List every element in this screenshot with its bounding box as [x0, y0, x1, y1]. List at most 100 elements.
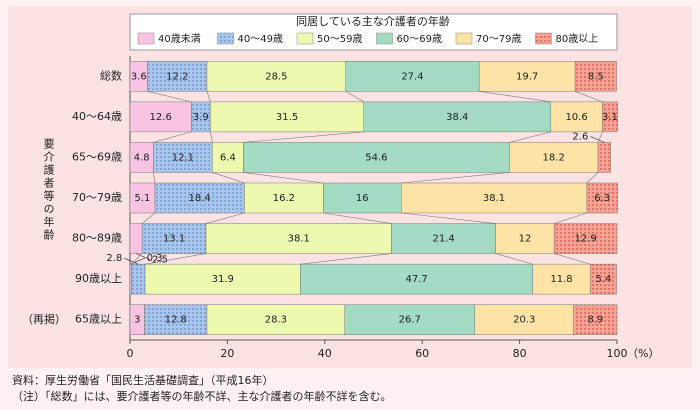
bar-segment [212, 142, 244, 173]
connector [597, 131, 603, 143]
value-label: 18.2 [543, 152, 565, 163]
legend-title: 同居している主な介護者の年齢 [296, 14, 450, 28]
leader-line [124, 257, 139, 265]
legend-label: 60～69歳 [397, 33, 442, 45]
bar-segment [206, 304, 346, 335]
connector [554, 212, 587, 224]
bar-segment [474, 304, 574, 335]
value-label: 6.4 [220, 152, 236, 163]
bar-segment [129, 182, 156, 214]
y-tick-label: 65～69歳 [72, 150, 122, 163]
connector [479, 90, 551, 103]
connector [586, 172, 599, 184]
x-tick-label: 0 [127, 347, 134, 360]
connector [401, 172, 510, 184]
bar-segment [553, 223, 618, 254]
bar-segment [131, 263, 146, 295]
value-label: 6.3 [594, 193, 610, 204]
leader-line [590, 136, 605, 143]
y-tick-label: 90歳以上 [75, 272, 122, 285]
value-label: 31.9 [212, 274, 234, 285]
value-label: 2.8 [106, 253, 122, 264]
connector [243, 172, 324, 184]
bar-segment [205, 223, 392, 254]
connector [210, 131, 213, 143]
legend-swatch [535, 32, 552, 45]
value-label: 12 [519, 234, 532, 245]
value-label: 12.1 [172, 152, 194, 163]
value-label: 16.2 [273, 193, 295, 204]
connector [401, 212, 496, 224]
connector [345, 91, 364, 103]
bar-segment [153, 142, 213, 173]
legend-label: 50～59歳 [317, 33, 362, 45]
value-label: 38.1 [288, 234, 310, 245]
value-label: 3.1 [602, 112, 618, 123]
legend-swatch [376, 32, 393, 45]
category-prefix: （再掲） [22, 312, 66, 326]
bar-segment [243, 142, 510, 173]
value-label: 11.8 [550, 274, 572, 285]
value-label: 8.9 [587, 315, 603, 326]
connector [153, 172, 156, 184]
bar-segment [210, 101, 365, 133]
value-label: 0.3 [147, 253, 163, 264]
value-label: 16 [356, 193, 369, 204]
legend-swatch [455, 32, 473, 45]
bar-segment [478, 61, 576, 92]
legend-label: 40歳未満 [158, 33, 201, 45]
y-tick-label: 70～79歳 [72, 191, 122, 204]
value-label: 27.4 [401, 71, 423, 82]
bar-segment [344, 304, 476, 335]
value-label: 3 [134, 315, 140, 326]
bar-segment [300, 263, 533, 295]
connector [147, 90, 192, 103]
value-label: 28.3 [265, 315, 287, 326]
leader-line [130, 257, 145, 265]
bar-segment [586, 182, 618, 214]
value-label: 8.5 [588, 71, 604, 82]
legend-swatch [296, 32, 314, 45]
bar-segment [323, 182, 402, 214]
value-label: 10.6 [565, 112, 587, 123]
value-label: 12.9 [574, 234, 596, 245]
legend-label: 80歳以上 [556, 33, 599, 45]
bar-segment [154, 182, 245, 214]
connector [323, 212, 392, 224]
y-axis-label: 要介護者等の年齢 [42, 138, 55, 242]
connector [131, 253, 143, 265]
bar-segment [573, 304, 618, 335]
bar-segment [574, 61, 617, 92]
bar-segment [401, 182, 588, 214]
value-label: 38.1 [483, 193, 505, 204]
connector [206, 91, 211, 102]
legend-swatch [217, 32, 234, 45]
connector [575, 91, 603, 103]
bar-segment [550, 101, 603, 133]
connector [145, 253, 207, 265]
value-label: 18.4 [189, 193, 211, 204]
value-label: 4.8 [134, 152, 150, 163]
bar-segment [363, 101, 552, 133]
connector [205, 212, 245, 224]
connector [495, 253, 533, 265]
x-tick-label: 60 [415, 347, 429, 360]
value-label: 13.1 [163, 234, 185, 245]
value-label: 31.5 [276, 112, 298, 123]
bar-segment [244, 182, 324, 214]
bar-segment [141, 223, 207, 254]
value-label: 12.8 [165, 315, 187, 326]
y-tick-label: 40～64歳 [72, 110, 122, 123]
x-tick-label: 20 [220, 347, 234, 360]
connector [212, 172, 245, 184]
leader-line [135, 253, 151, 260]
bar-segment [129, 223, 143, 254]
value-label: 19.7 [516, 71, 538, 82]
connector [509, 131, 551, 143]
bar-segment [597, 142, 611, 173]
value-label: 54.6 [365, 152, 387, 163]
connector [243, 131, 364, 143]
bar-segment [129, 101, 192, 133]
connector [141, 212, 156, 224]
